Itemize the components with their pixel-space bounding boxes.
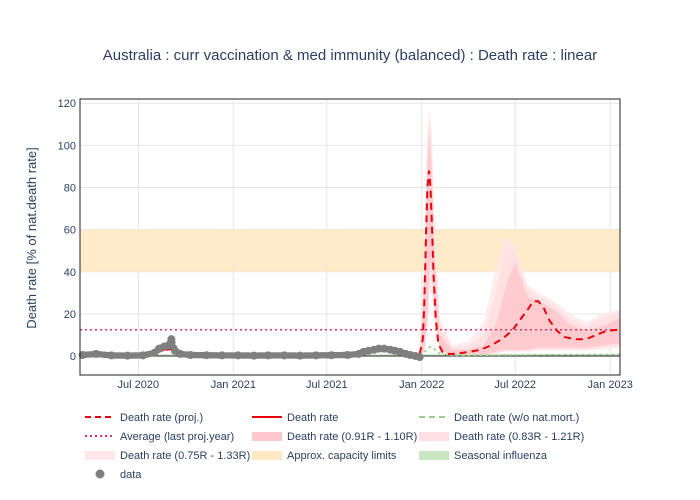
data-point — [138, 351, 147, 360]
capacity-band — [80, 229, 620, 272]
legend-item[interactable]: data — [95, 469, 143, 481]
x-tick-label: Jan 2022 — [399, 379, 444, 391]
legend-item[interactable]: Death rate (w/o nat.mort.) — [419, 412, 579, 424]
data-point — [343, 350, 352, 359]
legend-label: Death rate (proj.) — [120, 412, 203, 424]
y-tick-label: 80 — [64, 182, 76, 194]
data-point — [107, 351, 116, 360]
axes: 0 20 40 60 80 100 120 Jul 2020 Jan 2021 Jul 2021 J… — [58, 98, 633, 391]
death-rate-wo-natmort-line — [419, 345, 621, 357]
legend-swatch — [85, 451, 115, 460]
legend-item[interactable]: Seasonal influenza — [419, 450, 548, 462]
legend-item[interactable]: Death rate (proj.) — [85, 412, 203, 424]
data-point — [249, 351, 258, 360]
data-point — [176, 349, 185, 358]
plot-frame — [79, 98, 621, 376]
legend-swatch — [252, 432, 282, 441]
x-tick-label: Jan 2023 — [588, 379, 633, 391]
legend-label: Death rate (0.75R - 1.33R) — [120, 450, 250, 462]
data-point — [202, 351, 211, 360]
legend[interactable]: Death rate (proj.) Death rate Death rate (… — [85, 412, 584, 481]
legend-label: Seasonal influenza — [454, 450, 548, 462]
data-point — [78, 350, 87, 359]
legend-item[interactable]: Approx. capacity limits — [252, 450, 397, 462]
y-tick-label: 120 — [58, 98, 76, 110]
legend-label: data — [120, 469, 142, 481]
data-point — [295, 351, 304, 360]
legend-swatch — [419, 432, 449, 441]
data-point — [233, 351, 242, 360]
y-tick-label: 100 — [58, 140, 76, 152]
legend-label: Approx. capacity limits — [287, 450, 397, 462]
y-tick-label: 40 — [64, 267, 76, 279]
data-point — [264, 351, 273, 360]
y-tick-label: 0 — [70, 351, 76, 363]
legend-item[interactable]: Death rate (0.91R - 1.10R) — [252, 431, 417, 443]
legend-label: Average (last proj.year) — [120, 431, 234, 443]
data-point — [280, 351, 289, 360]
x-tick-label: Jul 2021 — [306, 379, 348, 391]
legend-label: Death rate (0.91R - 1.10R) — [287, 431, 417, 443]
x-tick-label: Jul 2020 — [118, 379, 160, 391]
chart-title: Australia : curr vaccination & med immun… — [103, 47, 597, 64]
x-tick-label: Jul 2022 — [494, 379, 536, 391]
legend-swatch — [419, 451, 449, 460]
legend-item[interactable]: Death rate (0.83R - 1.21R) — [419, 431, 584, 443]
data-point — [380, 344, 389, 353]
data-point — [217, 351, 226, 360]
data-point — [92, 349, 101, 358]
x-tick-label: Jan 2021 — [211, 379, 256, 391]
y-tick-label: 60 — [64, 225, 76, 237]
legend-item[interactable]: Death rate (0.75R - 1.33R) — [85, 450, 250, 462]
legend-marker — [95, 469, 105, 479]
legend-label: Death rate (0.83R - 1.21R) — [454, 431, 584, 443]
data-point — [167, 335, 176, 344]
data-point — [415, 353, 424, 362]
data-point — [311, 351, 320, 360]
legend-label: Death rate (w/o nat.mort.) — [454, 412, 579, 424]
y-tick-label: 20 — [64, 309, 76, 321]
y-axis-title: Death rate [% of nat.death rate] — [24, 147, 39, 328]
legend-item[interactable]: Average (last proj.year) — [85, 431, 234, 443]
data-markers — [78, 335, 424, 362]
data-point — [327, 351, 336, 360]
legend-label: Death rate — [287, 412, 338, 424]
data-point — [186, 350, 195, 359]
data-point — [123, 351, 132, 360]
legend-item[interactable]: Death rate — [252, 412, 338, 424]
data-point — [164, 341, 173, 350]
legend-swatch — [252, 451, 282, 460]
